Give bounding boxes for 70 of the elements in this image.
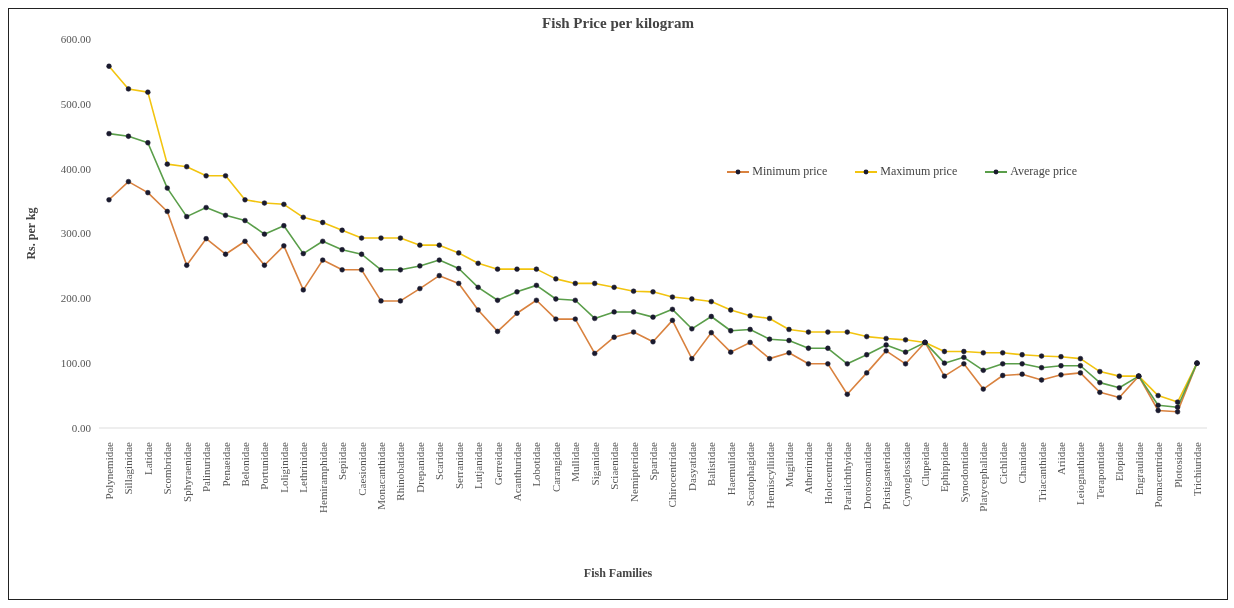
x-tick-label: Pristigasteridae — [880, 441, 893, 510]
y-tick-label: 0.00 — [71, 421, 92, 434]
x-tick-label: Terapontidae — [1093, 441, 1106, 500]
x-tick-label: Mullidae — [569, 441, 582, 482]
x-tick-label: Sepiidae — [336, 441, 349, 480]
y-tick-label: 100.00 — [60, 357, 92, 370]
x-tick-label: Elopidae — [1113, 441, 1126, 482]
x-tick-label: Nemipteridae — [627, 441, 640, 502]
y-tick-label: 500.00 — [60, 97, 92, 110]
x-tick-label: Plotosidae — [1171, 441, 1184, 488]
x-tick-label: Clupeidae — [919, 441, 931, 487]
x-tick-label: Dasyatidae — [685, 441, 698, 491]
x-tick-label: Synodontidae — [957, 441, 970, 503]
x-tick-label: Trichiuridae — [1191, 441, 1203, 496]
x-tick-label: Chanidae — [1016, 441, 1029, 484]
x-tick-label: Ephippidae — [938, 441, 951, 493]
x-tick-label: Monacanthidae — [375, 441, 387, 510]
x-tick-label: Belonidae — [239, 441, 251, 487]
x-tick-label: Carangidae — [549, 441, 562, 493]
x-tick-label: Balistidae — [705, 441, 718, 486]
x-tick-label: Caesionidae — [355, 441, 368, 496]
x-tick-label: Palinuridae — [200, 441, 213, 493]
chart-title: Fish Price per kilogram — [541, 15, 695, 32]
x-tick-label: Loliginidae — [277, 441, 290, 493]
x-tick-label: Drepanidae — [413, 441, 426, 493]
x-tick-label: Polynemidae — [103, 441, 115, 500]
x-tick-label: Platycephalidae — [977, 441, 990, 512]
x-tick-label: Gerreidae — [491, 441, 504, 486]
x-tick-label: Hemiscylliidae — [763, 441, 776, 509]
x-tick-label: Lutjanidae — [472, 441, 485, 490]
x-tick-label: Haemulidae — [724, 441, 737, 496]
x-tick-label: Lethrinidae — [297, 441, 310, 493]
x-tick-label: Cichlidae — [996, 441, 1009, 485]
x-tick-label: Scombridae — [161, 441, 174, 495]
x-tick-label: Chirocentridae — [666, 441, 679, 508]
x-tick-label: Hemiramphidae — [316, 441, 329, 513]
x-axis-title: Fish Families — [582, 566, 654, 581]
x-tick-label: Paralichthyidae — [841, 441, 854, 511]
y-tick-label: 200.00 — [60, 292, 92, 305]
x-tick-label: Cynoglossidae — [899, 441, 912, 507]
x-tick-label: Ariidae — [1055, 441, 1067, 475]
legend-label: Minimum price — [752, 164, 828, 179]
x-tick-label: Atherinidae — [802, 441, 815, 494]
x-tick-label: Holocentridae — [821, 441, 834, 505]
y-tick-label: 600.00 — [60, 32, 92, 45]
x-tick-label: Sparidae — [647, 441, 659, 481]
x-tick-label: Lobotidae — [530, 441, 543, 487]
x-tick-label: Triacanthidae — [1035, 441, 1048, 503]
x-tick-label: Mugilidae — [783, 441, 795, 488]
x-tick-label: Siganidae — [588, 441, 601, 486]
x-tick-label: Acanthuridae — [511, 441, 523, 502]
x-tick-label: Sphyraenidae — [180, 441, 193, 502]
x-tick-label: Serranidae — [452, 441, 465, 490]
x-tick-label: Leiognathidae — [1074, 441, 1087, 505]
x-tick-label: Latidae — [141, 441, 154, 475]
x-tick-label: Scaridae — [433, 441, 446, 480]
x-tick-label: Dorosomatidae — [860, 441, 873, 510]
x-tick-label: Rhinobatidae — [394, 441, 407, 501]
x-tick-label: Portunidae — [258, 441, 271, 490]
x-tick-label: Pomacentridae — [1152, 441, 1165, 508]
x-tick-label: Scatophagidae — [744, 441, 757, 507]
x-tick-label: Sciaenidae — [608, 441, 621, 490]
y-axis-title: Rs. per kg — [24, 207, 39, 260]
y-tick-label: 400.00 — [60, 162, 92, 175]
x-tick-label: Sillaginidae — [122, 441, 135, 495]
x-tick-label: Penaeidae — [219, 441, 232, 487]
legend-label: Maximum price — [880, 164, 958, 179]
y-tick-label: 300.00 — [60, 227, 92, 240]
x-tick-label: Engraulidae — [1132, 441, 1145, 496]
legend-label: Average price — [1010, 164, 1077, 179]
